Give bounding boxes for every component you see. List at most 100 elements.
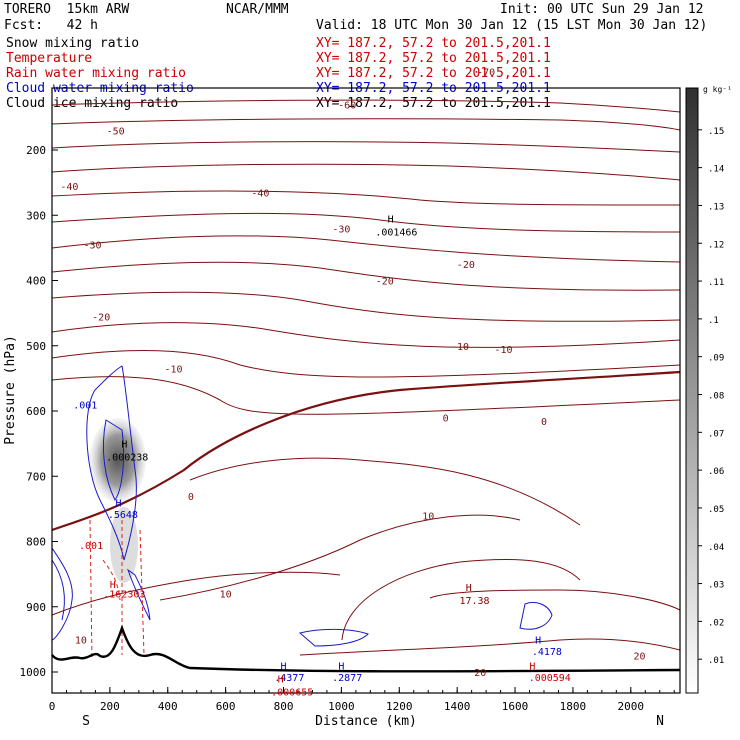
temperature-contour-label: 10: [220, 590, 232, 601]
x-tick-label: 1600: [502, 700, 529, 713]
temperature-contour-label: -70: [477, 68, 495, 79]
annotations: H.001466H.000238.001H.5648.001H.162303H1…: [73, 215, 571, 699]
colorbar-tick-label: .04: [708, 543, 724, 553]
extremum-annotation: H: [535, 635, 541, 646]
y-tick-label: 200: [26, 144, 46, 157]
temperature-contour-label: 10: [75, 635, 87, 646]
forecast-hour: Fcst: 42 h: [4, 18, 98, 33]
temperature-contour-label: 20: [474, 668, 486, 679]
extremum-annotation: .001: [79, 541, 103, 552]
field-label-rain: Rain water mixing ratio: [6, 66, 187, 81]
extremum-annotation: .2877: [332, 673, 362, 684]
extremum-annotation: 17.38: [459, 596, 489, 607]
valid-time: Valid: 18 UTC Mon 30 Jan 12 (15 LST Mon …: [316, 18, 708, 33]
field-xy-rain: XY= 187.2, 57.2 to 201.5,201.1: [316, 66, 551, 81]
extremum-annotation: .000238: [106, 453, 148, 464]
colorbar-tick-label: .11: [708, 278, 724, 288]
extremum-annotation: .001: [73, 400, 97, 411]
extremum-annotation: H: [121, 440, 127, 451]
terrain-line: [51, 624, 681, 673]
x-axis: 0 200 400 600 800 1000 1200 1400 1600 1800 2000: [49, 687, 675, 713]
field-label-snow: Snow mixing ratio: [6, 36, 140, 51]
extremum-annotation: H: [529, 661, 535, 672]
colorbar-tick-label: .02: [708, 618, 724, 628]
colorbar-tick-label: .08: [708, 392, 724, 402]
y-tick-label: 300: [26, 209, 46, 222]
extremum-annotation: .5648: [108, 510, 138, 521]
temperature-contour-label: -10: [494, 345, 512, 356]
colorbar-tick-label: .14: [708, 165, 724, 175]
organization-label: NCAR/MMM: [226, 2, 289, 17]
ice-shading: [110, 507, 138, 583]
colorbar-tick-label: .03: [708, 581, 724, 591]
extremum-annotation: H: [388, 215, 394, 226]
extremum-annotation: .000655: [271, 688, 313, 699]
y-tick-label: 500: [26, 340, 46, 353]
temperature-contour-label: -30: [332, 224, 350, 235]
contour-labels: -70 -60 -50 -40 -40 -30 -30 -20 -20 -20 -10 -10 -10 0…: [60, 68, 645, 679]
x-endpoint-right: N: [656, 714, 664, 729]
colorbar: [685, 87, 699, 694]
colorbar-tick-label: .07: [708, 429, 724, 439]
colorbar-tick-label: .06: [708, 467, 724, 477]
x-axis-title: Distance (km): [315, 714, 417, 729]
x-tick-label: 400: [158, 700, 178, 713]
rain-contours: [89, 519, 145, 661]
temperature-contour-label: 0: [541, 417, 547, 428]
colorbar-tick-label: .15: [708, 127, 724, 137]
y-tick-label: 700: [26, 470, 46, 483]
x-tick-label: 600: [216, 700, 236, 713]
field-label-temperature: Temperature: [6, 51, 93, 66]
extremum-annotation: H: [281, 661, 287, 672]
temperature-contour-label: -40: [60, 182, 78, 193]
temperature-contours: [51, 99, 681, 656]
y-tick-label: 600: [26, 405, 46, 418]
colorbar-tick-label: .12: [708, 240, 724, 250]
colorbar-tick-label: .1: [708, 316, 719, 326]
temperature-contour-label: 10: [422, 511, 434, 522]
extremum-annotation: .4178: [532, 647, 562, 658]
extremum-annotation: .001466: [375, 228, 417, 239]
x-tick-label: 0: [49, 700, 56, 713]
y-axis: 200 300 400 500 600 700 800 900 1000: [20, 144, 58, 679]
extremum-annotation: H: [116, 498, 122, 509]
y-tick-label: 1000: [20, 666, 47, 679]
y-axis-title: Pressure (hPa): [3, 335, 18, 445]
colorbar-tick-label: .13: [708, 202, 724, 212]
temperature-contour-label: 0: [188, 492, 194, 503]
model-title: TORERO 15km ARW: [4, 2, 130, 17]
field-xy-snow: XY= 187.2, 57.2 to 201.5,201.1: [316, 36, 551, 51]
temperature-contour-label: 0: [443, 414, 449, 425]
cloud-water-contours: [51, 365, 553, 647]
temperature-contour-label: -10: [451, 342, 469, 353]
x-tick-label: 1000: [328, 700, 355, 713]
plot-frame: [51, 87, 681, 694]
x-tick-label: 200: [100, 700, 120, 713]
temperature-contour-label: -10: [165, 365, 183, 376]
temperature-contour-label: -30: [83, 241, 101, 252]
temperature-contour-label: -20: [92, 312, 110, 323]
extremum-annotation: H: [110, 580, 116, 591]
extremum-annotation: .162303: [103, 590, 145, 601]
y-tick-label: 400: [26, 275, 46, 288]
extremum-annotation: .4377: [274, 673, 304, 684]
temperature-contour-label: -60: [338, 100, 356, 111]
x-tick-label: 800: [274, 700, 294, 713]
colorbar-ticks: .01 .02 .03 .04 .05 .06 .07 .08 .09 .1 .11 .12 .13 .1…: [698, 127, 724, 666]
y-tick-label: 900: [26, 601, 46, 614]
extremum-annotation: .000594: [529, 673, 571, 684]
temperature-contour-label: -20: [376, 277, 394, 288]
colorbar-tick-label: .01: [708, 656, 724, 666]
extremum-annotation: H: [466, 583, 472, 594]
init-time: Init: 00 UTC Sun 29 Jan 12: [500, 2, 704, 17]
colorbar-tick-label: .05: [708, 505, 724, 515]
x-tick-label: 1800: [560, 700, 587, 713]
extremum-annotation: H: [338, 661, 344, 672]
x-tick-label: 1400: [444, 700, 471, 713]
x-tick-label: 1200: [386, 700, 413, 713]
y-tick-label: 800: [26, 536, 46, 549]
colorbar-tick-label: .09: [708, 354, 724, 364]
temperature-contour-label: 20: [633, 652, 645, 663]
temperature-contour-label: -40: [251, 188, 269, 199]
